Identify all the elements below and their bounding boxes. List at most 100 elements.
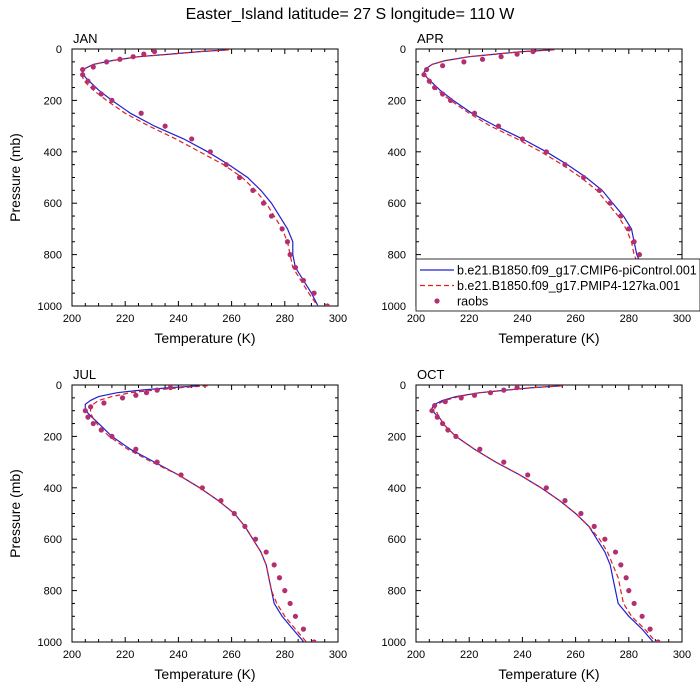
- y-tick-label: 600: [44, 534, 62, 546]
- raobs-point: [639, 613, 645, 619]
- raobs-point: [655, 639, 661, 642]
- panel-jul: 200 220 240 260 280 300 0 200 400 600 800 1000 Tempe…: [7, 367, 347, 682]
- raobs-point: [101, 400, 107, 406]
- raobs-point: [279, 226, 285, 232]
- raobs-point: [109, 433, 115, 439]
- raobs-point: [276, 575, 283, 581]
- raobs-point: [514, 51, 520, 57]
- raobs-point: [133, 446, 139, 452]
- y-tick-label: 400: [388, 147, 406, 159]
- panel-label: JUL: [73, 367, 96, 382]
- raobs-point: [426, 78, 432, 84]
- y-tick-label: 200: [44, 95, 62, 107]
- raobs-point: [300, 277, 307, 283]
- raobs-point: [80, 66, 86, 73]
- series-line-picontrol: [431, 385, 654, 642]
- x-tick-label: 300: [673, 649, 691, 661]
- raobs-point: [231, 510, 237, 517]
- raobs-point: [98, 427, 104, 433]
- raobs-point: [461, 59, 467, 65]
- y-tick-label: 800: [44, 250, 62, 262]
- plot-frame: [71, 48, 339, 307]
- plot-frame: [71, 384, 339, 643]
- raobs-point: [487, 390, 494, 396]
- figure-title: Easter_Island latitude= 27 S longitude= …: [186, 6, 516, 23]
- raobs-point: [543, 149, 549, 155]
- raobs-point: [250, 187, 256, 193]
- raobs-point: [300, 626, 307, 632]
- panel-oct: 200 220 240 260 280 300 0 200 400 600 800 1000 Tempe…: [382, 367, 692, 682]
- raobs-point: [440, 91, 446, 97]
- raobs-point: [282, 588, 288, 594]
- raobs-point: [618, 562, 624, 568]
- raobs-point: [88, 404, 94, 410]
- raobs-point: [252, 536, 259, 542]
- raobs-point: [154, 459, 160, 465]
- raobs-point: [311, 639, 317, 642]
- raobs-point: [199, 485, 205, 491]
- y-tick-label: 600: [44, 198, 62, 210]
- raobs-point: [631, 600, 637, 607]
- raobs-point: [440, 63, 446, 69]
- raobs-point: [525, 472, 531, 478]
- y-tick-label: 1000: [382, 301, 406, 313]
- raobs-point: [434, 414, 440, 420]
- raobs-point: [167, 385, 174, 391]
- x-tick-label: 200: [63, 649, 81, 661]
- raobs-point: [626, 588, 632, 594]
- x-tick-label: 220: [116, 313, 134, 325]
- raobs-point: [162, 123, 168, 129]
- x-tick-label: 300: [673, 313, 691, 325]
- raobs-point: [647, 626, 653, 632]
- raobs-point: [268, 213, 275, 219]
- y-tick-label: 200: [44, 431, 62, 443]
- raobs-point: [618, 213, 624, 219]
- raobs-point: [543, 485, 549, 491]
- x-tick-label: 220: [460, 649, 478, 661]
- raobs-point: [519, 136, 526, 142]
- raobs-point: [562, 162, 568, 168]
- raobs-point: [514, 385, 520, 391]
- raobs-point: [117, 56, 123, 62]
- raobs-point: [189, 136, 195, 142]
- raobs-point: [242, 523, 248, 529]
- raobs-point: [207, 149, 213, 155]
- raobs-point: [612, 549, 619, 555]
- legend-label: b.e21.B1850.f09_g17.CMIP6-piControl.001: [457, 264, 697, 278]
- raobs-point: [501, 387, 507, 393]
- x-tick-label: 300: [329, 649, 347, 661]
- raobs-point: [311, 290, 317, 296]
- panel-label: OCT: [417, 367, 445, 382]
- raobs-point: [151, 49, 158, 55]
- raobs-point: [580, 174, 587, 181]
- legend-label: b.e21.B1850.f09_g17.PMIP4-127ka.001: [457, 279, 680, 293]
- x-tick-label: 240: [513, 313, 531, 325]
- y-tick-label: 1000: [38, 637, 62, 649]
- raobs-point: [82, 408, 88, 414]
- raobs-point: [154, 387, 160, 393]
- raobs-point: [109, 97, 115, 103]
- raobs-point: [453, 433, 459, 439]
- raobs-point: [501, 459, 507, 465]
- x-tick-label: 260: [222, 313, 240, 325]
- x-tick-label: 260: [222, 649, 240, 661]
- raobs-point: [80, 72, 86, 78]
- raobs-point: [292, 264, 299, 271]
- raobs-point: [130, 54, 136, 60]
- legend-label: raobs: [457, 295, 488, 309]
- x-tick-label: 240: [169, 649, 187, 661]
- raobs-point: [138, 110, 144, 116]
- raobs-point: [562, 498, 568, 504]
- y-tick-label: 800: [44, 586, 62, 598]
- series-line-picontrol: [84, 385, 305, 642]
- raobs-point: [85, 78, 91, 84]
- raobs-point: [591, 523, 597, 529]
- raobs-point: [90, 420, 96, 427]
- raobs-point: [477, 446, 483, 452]
- raobs-point: [424, 66, 430, 73]
- raobs-point: [432, 84, 438, 91]
- y-tick-label: 200: [388, 95, 406, 107]
- x-axis-title: Temperature (K): [154, 666, 255, 682]
- y-tick-label: 800: [388, 586, 406, 598]
- raobs-point: [324, 303, 330, 306]
